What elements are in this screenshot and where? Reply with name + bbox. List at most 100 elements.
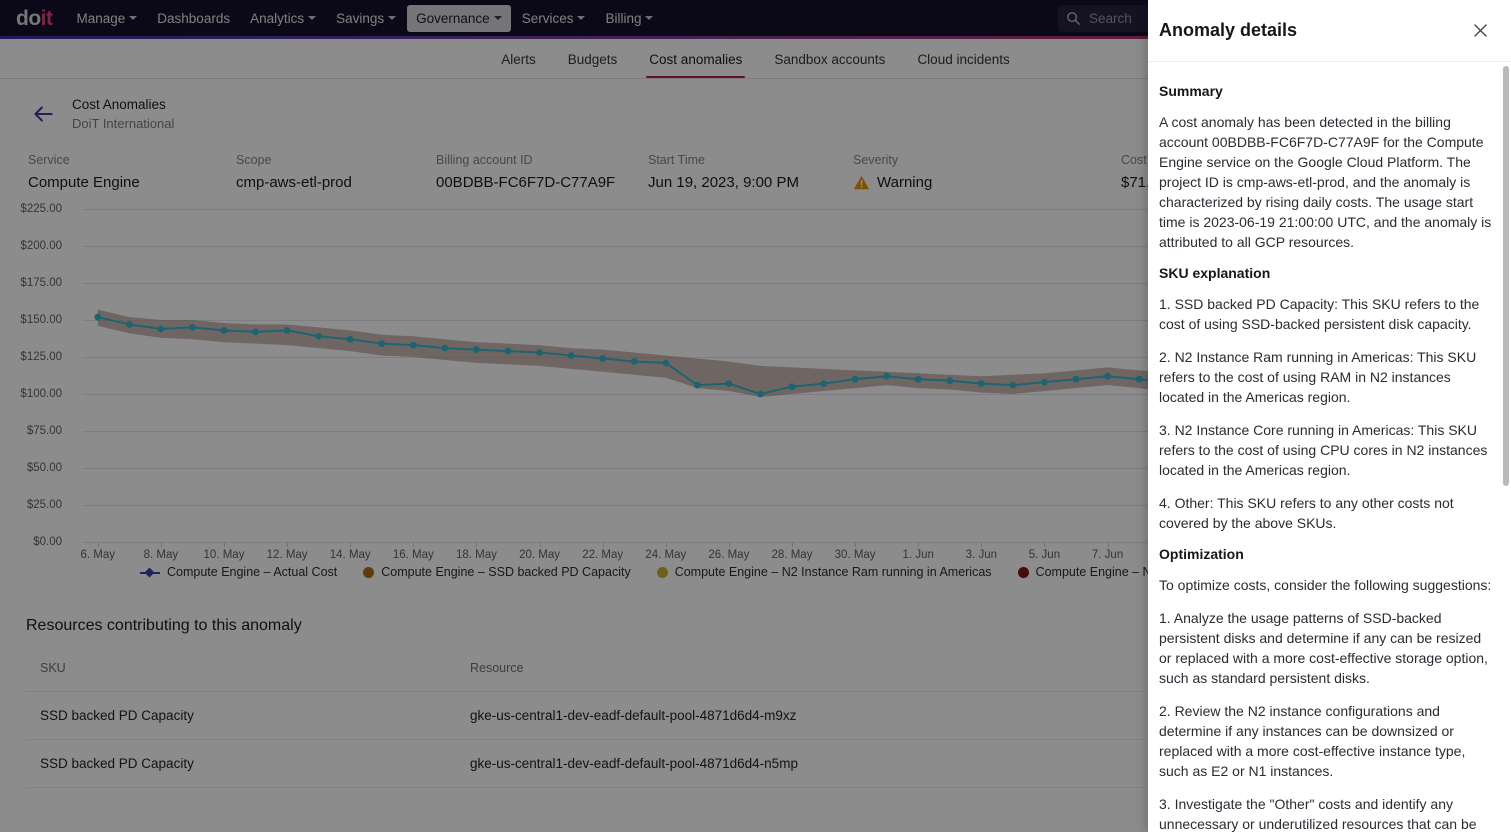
data-point-marker[interactable] xyxy=(378,340,386,348)
data-point-marker[interactable] xyxy=(662,359,670,367)
legend-color-swatch xyxy=(363,566,375,578)
y-axis-tick-label: $25.00 xyxy=(26,499,62,512)
legend-item-actual-cost[interactable]: Compute Engine – Actual Cost xyxy=(140,565,337,579)
nav-item-label: Manage xyxy=(76,10,126,26)
data-point-marker[interactable] xyxy=(473,346,480,354)
x-axis-tick-mark xyxy=(350,542,352,548)
column-header-resource[interactable]: Resource xyxy=(456,661,1146,693)
nav-item-savings[interactable]: Savings xyxy=(327,5,405,32)
tab-budgets[interactable]: Budgets xyxy=(567,52,618,67)
data-point-marker[interactable] xyxy=(536,349,543,357)
data-point-marker[interactable] xyxy=(946,377,954,385)
y-axis-tick-label: $125.00 xyxy=(20,351,62,364)
data-point-marker[interactable] xyxy=(189,324,196,332)
tab-sandbox-accounts[interactable]: Sandbox accounts xyxy=(774,52,886,67)
data-point-marker[interactable] xyxy=(1041,379,1048,386)
chart-gridline xyxy=(82,505,1502,507)
table-row[interactable]: SSD backed PD Capacity gke-us-central1-d… xyxy=(26,691,1146,741)
tab-alerts[interactable]: Alerts xyxy=(501,52,536,67)
data-point-marker[interactable] xyxy=(883,373,891,381)
page-title: Cost Anomalies xyxy=(72,97,166,112)
data-point-marker[interactable] xyxy=(315,333,323,341)
data-point-marker[interactable] xyxy=(1135,376,1143,384)
data-point-marker[interactable] xyxy=(599,355,607,363)
tab-cost-anomalies[interactable]: Cost anomalies xyxy=(633,52,758,78)
data-point-marker[interactable] xyxy=(630,358,638,366)
panel-scrollbar[interactable] xyxy=(1503,66,1509,486)
x-axis-tick-mark xyxy=(1107,542,1109,548)
data-point-marker[interactable] xyxy=(977,380,985,388)
chevron-down-icon xyxy=(308,16,317,20)
page-header: Cost Anomalies DoiT International xyxy=(0,79,1511,147)
x-axis-tick-label: 8. May xyxy=(143,549,179,562)
nav-item-label: Dashboards xyxy=(157,10,231,26)
x-axis-tick-mark xyxy=(160,542,162,548)
close-button[interactable] xyxy=(1467,18,1493,44)
chevron-down-icon xyxy=(493,16,502,20)
chart-gridline xyxy=(82,468,1502,470)
table-row[interactable]: SSD backed PD Capacity gke-us-central1-d… xyxy=(26,739,1146,789)
data-point-marker[interactable] xyxy=(94,314,102,321)
data-point-marker[interactable] xyxy=(567,352,575,360)
nav-item-manage[interactable]: Manage xyxy=(67,5,146,32)
nav-item-dashboards[interactable]: Dashboards xyxy=(148,5,239,32)
anomaly-details-panel: Anomaly details Summary A cost anomaly h… xyxy=(1148,0,1511,832)
x-axis-tick-mark xyxy=(981,542,983,548)
data-point-marker[interactable] xyxy=(693,382,701,389)
legend-color-swatch xyxy=(656,566,668,578)
legend-label: Compute Engine – SSD backed PD Capacity xyxy=(381,565,631,580)
data-point-marker[interactable] xyxy=(346,336,354,344)
data-point-marker[interactable] xyxy=(788,383,796,391)
data-point-marker[interactable] xyxy=(504,348,512,355)
x-axis-tick-mark xyxy=(97,542,99,548)
nav-item-label: Analytics xyxy=(250,10,305,26)
table-header-row: SKU Resource xyxy=(26,661,1146,693)
tab-cloud-incidents[interactable]: Cloud incidents xyxy=(917,52,1010,67)
data-point-marker[interactable] xyxy=(757,391,764,398)
data-point-marker[interactable] xyxy=(125,321,133,329)
data-point-marker[interactable] xyxy=(441,345,449,352)
data-point-marker[interactable] xyxy=(252,328,259,336)
data-point-marker[interactable] xyxy=(851,376,859,384)
logo-text-do: do xyxy=(16,6,41,30)
data-point-marker[interactable] xyxy=(409,342,417,349)
x-axis-tick-mark xyxy=(665,542,667,548)
data-point-marker[interactable] xyxy=(1104,373,1111,381)
optimization-paragraph: 3. Investigate the "Other" costs and ide… xyxy=(1159,796,1477,832)
nav-item-analytics[interactable]: Analytics xyxy=(241,5,325,32)
meta-label: Service xyxy=(28,153,70,168)
data-point-marker[interactable] xyxy=(220,327,228,335)
data-point-marker[interactable] xyxy=(725,380,733,388)
chevron-down-icon xyxy=(645,16,654,20)
nav-item-governance[interactable]: Governance xyxy=(407,4,511,32)
meta-value: Compute Engine xyxy=(28,174,140,192)
line-marker-icon xyxy=(140,567,160,578)
data-point-marker[interactable] xyxy=(1009,382,1017,389)
meta-billing-account-id: Billing account ID 00BDBB-FC6F7D-C77A9F xyxy=(436,153,648,191)
legend-color-swatch xyxy=(1017,566,1029,578)
nav-item-services[interactable]: Services xyxy=(513,5,595,32)
data-point-marker[interactable] xyxy=(157,325,165,333)
data-point-marker[interactable] xyxy=(820,380,827,388)
nav-item-billing[interactable]: Billing xyxy=(596,5,662,32)
x-axis-tick-label: 20. May xyxy=(519,549,561,562)
x-axis-tick-mark xyxy=(539,542,541,548)
data-point-marker[interactable] xyxy=(283,327,291,335)
legend-item-ssd-backed-pd-capacity[interactable]: Compute Engine – SSD backed PD Capacity xyxy=(363,565,631,580)
panel-body[interactable]: Summary A cost anomaly has been detected… xyxy=(1148,62,1511,832)
chevron-down-icon xyxy=(129,16,138,20)
warning-icon xyxy=(853,176,870,190)
column-header-sku[interactable]: SKU xyxy=(26,661,456,693)
chart-gridline xyxy=(82,357,1502,359)
x-axis-tick-label: 28. May xyxy=(771,549,813,562)
back-arrow-icon[interactable] xyxy=(30,101,56,127)
legend-item-n2-instance-ram[interactable]: Compute Engine – N2 Instance Ram running… xyxy=(656,565,992,579)
data-point-marker[interactable] xyxy=(914,376,922,384)
x-axis-tick-label: 26. May xyxy=(708,549,750,562)
x-axis-tick-label: 24. May xyxy=(645,549,687,562)
x-axis-tick-label: 14. May xyxy=(329,549,371,562)
y-axis-tick-label: $75.00 xyxy=(26,425,62,438)
data-point-marker[interactable] xyxy=(1072,376,1080,384)
doit-logo[interactable]: doit xyxy=(16,6,53,30)
page-subtitle: DoiT International xyxy=(72,115,175,131)
